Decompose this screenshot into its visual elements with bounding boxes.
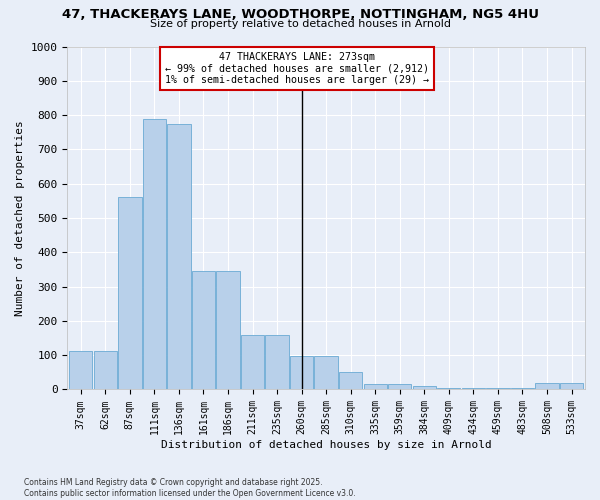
- Bar: [535, 382, 559, 390]
- Bar: [314, 356, 338, 390]
- Bar: [462, 388, 485, 390]
- X-axis label: Distribution of detached houses by size in Arnold: Distribution of detached houses by size …: [161, 440, 491, 450]
- Bar: [265, 334, 289, 390]
- Text: 47, THACKERAYS LANE, WOODTHORPE, NOTTINGHAM, NG5 4HU: 47, THACKERAYS LANE, WOODTHORPE, NOTTING…: [62, 8, 539, 20]
- Text: Contains HM Land Registry data © Crown copyright and database right 2025.
Contai: Contains HM Land Registry data © Crown c…: [24, 478, 356, 498]
- Bar: [118, 198, 142, 390]
- Text: 47 THACKERAYS LANE: 273sqm
← 99% of detached houses are smaller (2,912)
1% of se: 47 THACKERAYS LANE: 273sqm ← 99% of deta…: [164, 52, 428, 85]
- Bar: [364, 384, 387, 390]
- Bar: [486, 388, 509, 390]
- Text: Size of property relative to detached houses in Arnold: Size of property relative to detached ho…: [149, 19, 451, 29]
- Bar: [511, 388, 534, 390]
- Bar: [413, 386, 436, 390]
- Bar: [69, 351, 92, 390]
- Bar: [339, 372, 362, 390]
- Bar: [217, 271, 239, 390]
- Bar: [94, 351, 117, 390]
- Bar: [388, 384, 412, 390]
- Bar: [192, 271, 215, 390]
- Bar: [290, 356, 313, 390]
- Y-axis label: Number of detached properties: Number of detached properties: [15, 120, 25, 316]
- Bar: [241, 334, 264, 390]
- Bar: [167, 124, 191, 390]
- Bar: [143, 118, 166, 390]
- Bar: [560, 382, 583, 390]
- Bar: [437, 388, 460, 390]
